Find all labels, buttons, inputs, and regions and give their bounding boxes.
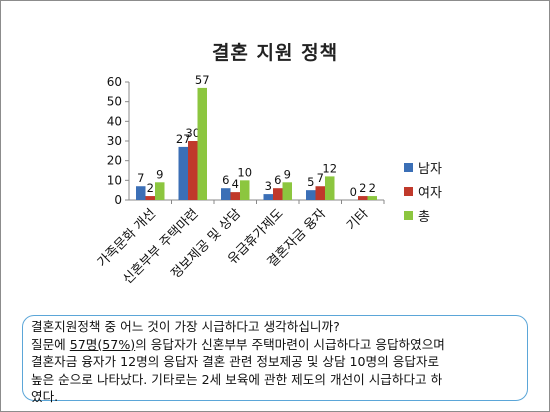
data-label: 12 (322, 161, 337, 175)
x-tick-label: 기타 (344, 206, 372, 234)
data-label: 0 (350, 185, 357, 199)
bar (136, 186, 146, 200)
bar (197, 87, 207, 200)
bar (178, 146, 188, 200)
chart-title: 결혼 지원 정책 (211, 42, 339, 64)
data-label: 57 (195, 73, 210, 87)
bar (325, 176, 335, 200)
y-tick-label: 60 (107, 75, 122, 89)
legend-item: 남자 (404, 155, 442, 179)
description-text: 의 응답자가 신혼부부 주택마련이 시급하다고 응답하였으며 (135, 336, 445, 352)
data-label: 7 (317, 171, 324, 185)
y-tick-label: 10 (107, 173, 122, 187)
data-label: 3 (265, 179, 272, 193)
description-line-5: 였다. (31, 389, 59, 404)
bar (306, 190, 316, 200)
y-tick-label: 20 (107, 154, 122, 168)
y-tick-label: 0 (114, 193, 122, 207)
description-line-2: 질문에 57명(57%)의 응답자가 신혼부부 주택마련이 시급하다고 응답하였… (31, 336, 527, 354)
y-tick-label: 30 (107, 134, 122, 148)
description-question: 결혼지원정책 중 어느 것이 가장 시급하다고 생각하십니까? (31, 319, 340, 334)
legend-label: 여자 (418, 185, 442, 201)
data-label: 9 (284, 167, 291, 181)
bar (273, 188, 283, 200)
data-label: 30 (185, 126, 200, 140)
bar (315, 186, 325, 200)
description-text: 질문에 (31, 336, 70, 352)
legend-item: 총 (404, 203, 442, 227)
y-tick-label: 40 (107, 114, 122, 128)
data-label: 5 (307, 175, 314, 189)
description-box: 결혼지원정책 중 어느 것이 가장 시급하다고 생각하십니까? 질문에 57명(… (22, 315, 528, 404)
bar (367, 196, 377, 200)
data-label: 9 (156, 167, 163, 181)
bar (145, 196, 155, 200)
bar (263, 194, 273, 200)
description-line-4: 높은 순으로 나타났다. 기타로는 2세 보육에 관한 제도의 개선이 시급하다… (31, 371, 443, 387)
data-label: 10 (237, 165, 252, 179)
data-label: 2 (359, 181, 366, 195)
bar (282, 182, 292, 200)
data-label: 7 (137, 171, 144, 185)
data-label: 27 (176, 132, 191, 146)
data-label: 2 (369, 181, 376, 195)
bar (358, 196, 368, 200)
y-tick-label: 50 (107, 95, 122, 109)
data-label: 4 (232, 177, 239, 191)
legend-swatch (404, 162, 413, 172)
description-line-3: 결혼자금 융자가 12명의 응답자 결혼 관련 정보제공 및 상담 10명의 응… (31, 354, 440, 369)
legend-swatch (404, 186, 413, 196)
highlighted-count: 57명(57%) (69, 336, 136, 352)
legend-label: 총 (418, 209, 430, 225)
legend-label: 남자 (418, 161, 442, 177)
data-label: 6 (274, 173, 281, 187)
x-tick-label: 신혼부부 주택마련 (120, 206, 201, 287)
legend-swatch (404, 210, 413, 220)
bar (230, 192, 240, 200)
data-label: 2 (147, 181, 154, 195)
bar (240, 180, 250, 200)
bar (221, 188, 231, 200)
bar (155, 182, 165, 200)
data-label: 6 (222, 173, 229, 187)
bar (188, 141, 198, 200)
legend-item: 여자 (404, 179, 442, 203)
